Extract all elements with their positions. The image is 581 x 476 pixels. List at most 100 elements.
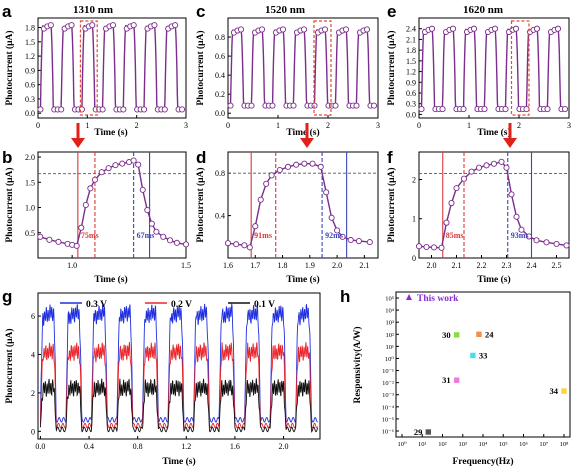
data-point bbox=[246, 244, 253, 251]
plot-d: 91ms 92ms bbox=[224, 152, 378, 258]
data-point bbox=[119, 160, 126, 167]
xlabel-b: Time (s) bbox=[94, 274, 127, 285]
data-point bbox=[99, 106, 106, 113]
ylabel-d: Photocurrent (μA) bbox=[195, 167, 206, 242]
plot-f: 85ms 93ms bbox=[415, 152, 570, 258]
ytick-label: 10⁻² bbox=[382, 380, 394, 387]
ytick-label: 1.5 bbox=[25, 178, 35, 187]
ytick-label: 0.6 bbox=[215, 52, 225, 61]
title-a: 1310 nm bbox=[73, 4, 113, 16]
ytick-label: 10¹ bbox=[386, 344, 395, 351]
data-point bbox=[248, 102, 255, 109]
ytick-label: 2.4 bbox=[406, 25, 416, 34]
ylabel-h: Responsivity(A/W) bbox=[352, 326, 363, 403]
ytick-label: 0.8 bbox=[215, 33, 225, 42]
data-point bbox=[120, 106, 127, 113]
data-point bbox=[55, 238, 62, 245]
ytick-label: 0.6 bbox=[406, 89, 416, 98]
xtick-label: 10² bbox=[438, 441, 447, 448]
data-point bbox=[502, 106, 509, 113]
fall-time-label: 93ms bbox=[511, 231, 529, 240]
data-point bbox=[491, 25, 499, 32]
data-point bbox=[284, 163, 292, 170]
data-point bbox=[498, 158, 505, 165]
xtick-label: 10⁶ bbox=[519, 441, 528, 448]
axes-d bbox=[227, 151, 379, 259]
ytick-label: 10⁴ bbox=[385, 308, 395, 315]
data-point bbox=[353, 102, 360, 109]
data-point bbox=[268, 172, 275, 179]
xtick-label: 2.1 bbox=[359, 261, 369, 270]
ytick-label: 10⁻⁵ bbox=[382, 416, 394, 423]
data-point bbox=[366, 239, 373, 246]
xtick-label: 0.8 bbox=[133, 442, 143, 451]
ytick-label: 1 bbox=[412, 215, 416, 224]
ytick-label: 10⁵ bbox=[385, 296, 394, 303]
data-point bbox=[252, 223, 259, 230]
data-line bbox=[39, 24, 184, 111]
xtick-label: 1.7 bbox=[250, 261, 260, 270]
xticks-h: 10⁰ 10¹ 10² 10³ 10⁴ 10⁵ 10⁶ 10⁷ 10⁸ bbox=[397, 434, 569, 448]
ytick-label: 1.2 bbox=[25, 52, 35, 61]
data-line bbox=[418, 161, 567, 249]
data-point bbox=[523, 106, 530, 113]
data-point bbox=[153, 228, 160, 235]
data-point bbox=[98, 169, 105, 176]
xtick-label: 10¹ bbox=[418, 441, 427, 448]
data-point bbox=[167, 237, 174, 244]
plot-b: 75ms 67ms bbox=[37, 152, 190, 258]
ref-29-marker bbox=[425, 429, 432, 435]
data-point bbox=[543, 239, 550, 246]
plot-g bbox=[39, 302, 319, 433]
ytick-label: 0.0 bbox=[406, 110, 416, 119]
xtick-label: 0 bbox=[36, 121, 40, 130]
axes-f bbox=[418, 151, 570, 259]
data-point bbox=[513, 213, 520, 220]
xtick-label: 1.9 bbox=[305, 261, 315, 270]
data-point bbox=[172, 22, 179, 29]
data-point bbox=[460, 106, 467, 113]
data-point bbox=[279, 26, 287, 33]
xtick-label: 10⁴ bbox=[479, 441, 489, 448]
ytick-label: 10² bbox=[386, 332, 395, 339]
plot-a bbox=[37, 20, 186, 116]
data-point bbox=[227, 102, 234, 109]
ytick-label: 1.5 bbox=[406, 57, 416, 66]
data-point bbox=[37, 233, 44, 240]
data-point bbox=[78, 224, 85, 231]
ytick-label: 10⁻⁶ bbox=[382, 429, 394, 436]
data-point bbox=[135, 161, 142, 168]
xticks-e: 0 1 2 3 bbox=[417, 115, 571, 130]
ytick-label: 0.3 bbox=[406, 100, 416, 109]
ytick-label: 2.0 bbox=[25, 153, 35, 162]
data-line bbox=[420, 27, 567, 110]
panel-label-d: d bbox=[196, 148, 206, 167]
xtick-label: 0 bbox=[417, 121, 421, 130]
xticks-b: 1.0 1.5 bbox=[67, 255, 191, 270]
data-point bbox=[151, 22, 158, 29]
xtick-label: 2.0 bbox=[332, 261, 342, 270]
rise-time-label: 85ms bbox=[446, 231, 464, 240]
ytick-label: 1.8 bbox=[25, 24, 35, 33]
data-point bbox=[160, 233, 167, 240]
ytick-label: 0 bbox=[31, 427, 35, 436]
ytick-label: 10⁻⁴ bbox=[382, 404, 395, 411]
fall-time-label: 92ms bbox=[325, 231, 343, 240]
data-point bbox=[37, 106, 44, 113]
data-point bbox=[46, 236, 53, 243]
data-point bbox=[332, 102, 339, 109]
xtick-label: 10⁵ bbox=[499, 441, 508, 448]
data-point bbox=[224, 240, 232, 247]
data-point bbox=[512, 25, 520, 32]
data-point bbox=[503, 164, 510, 171]
highlight-box bbox=[510, 20, 530, 116]
xtick-label: 0.4 bbox=[84, 442, 94, 451]
panel-label-b: b bbox=[2, 148, 12, 167]
ytick-label: 0 bbox=[412, 254, 416, 263]
xlabel-g: Time (s) bbox=[162, 456, 195, 467]
data-point bbox=[490, 160, 498, 167]
axes-a bbox=[37, 17, 187, 119]
axes-e bbox=[418, 17, 570, 119]
data-point bbox=[58, 106, 65, 113]
xticks-g: 0.0 0.4 0.8 1.2 1.6 2.0 bbox=[35, 436, 289, 451]
